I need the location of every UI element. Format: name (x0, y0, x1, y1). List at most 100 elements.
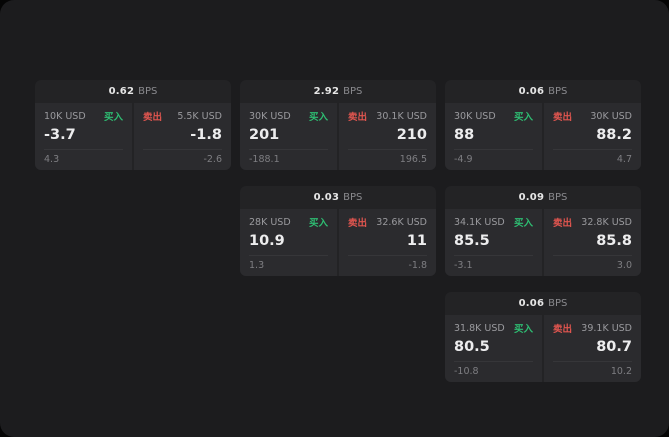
buy-sub-value: -3.1 (454, 255, 533, 272)
sell-top-row: 卖出 32.8K USD (553, 215, 632, 230)
spread-value: 0.06 (518, 298, 545, 309)
spread-value: 2.92 (313, 86, 340, 97)
quote-card: 0.62 BPS 10K USD 买入 -3.7 4.3 卖出 5.5K USD (35, 80, 231, 170)
sell-panel[interactable]: 卖出 32.8K USD 85.8 3.0 (544, 209, 641, 276)
buy-top-row: 30K USD 买入 (454, 109, 533, 124)
buy-top-row: 30K USD 买入 (249, 109, 328, 124)
spread-header: 0.62 BPS (35, 80, 231, 103)
buy-panel[interactable]: 30K USD 买入 88 -4.9 (445, 103, 542, 170)
buy-price: 201 (249, 127, 280, 143)
buy-price: 88 (454, 127, 475, 143)
buy-side-label: 买入 (103, 112, 123, 123)
buy-size-label: 10K USD (44, 110, 86, 122)
quote-card-body: 30K USD 买入 201 -188.1 卖出 30.1K USD 210 1… (240, 103, 436, 170)
sell-price: 11 (406, 233, 427, 249)
sell-top-row: 卖出 30.1K USD (348, 109, 427, 124)
spread-unit: BPS (138, 86, 158, 97)
sell-panel[interactable]: 卖出 5.5K USD -1.8 -2.6 (134, 103, 231, 170)
sell-sub-value: 3.0 (553, 255, 632, 272)
sell-size-label: 30K USD (590, 110, 632, 122)
quote-card: 0.09 BPS 34.1K USD 买入 85.5 -3.1 卖出 32.8K… (445, 186, 641, 276)
buy-size-label: 34.1K USD (454, 216, 505, 228)
sell-top-row: 卖出 30K USD (553, 109, 632, 124)
sell-top-row: 卖出 39.1K USD (553, 321, 632, 336)
buy-price: 80.5 (454, 339, 490, 355)
quote-card: 0.03 BPS 28K USD 买入 10.9 1.3 卖出 32.6K US… (240, 186, 436, 276)
sell-top-row: 卖出 5.5K USD (143, 109, 222, 124)
sell-size-label: 39.1K USD (581, 322, 632, 334)
spread-header: 2.92 BPS (240, 80, 436, 103)
sell-sub-value: 196.5 (348, 149, 427, 166)
spread-unit: BPS (548, 86, 568, 97)
quote-card-body: 31.8K USD 买入 80.5 -10.8 卖出 39.1K USD 80.… (445, 315, 641, 382)
spread-value: 0.03 (313, 192, 340, 203)
spread-header: 0.09 BPS (445, 186, 641, 209)
sell-sub-value: -2.6 (143, 149, 222, 166)
buy-size-label: 31.8K USD (454, 322, 505, 334)
buy-side-label: 买入 (308, 218, 328, 229)
sell-price: 210 (396, 127, 427, 143)
sell-sub-value: 4.7 (553, 149, 632, 166)
buy-top-row: 34.1K USD 买入 (454, 215, 533, 230)
sell-side-label: 卖出 (553, 218, 573, 229)
buy-panel[interactable]: 10K USD 买入 -3.7 4.3 (35, 103, 132, 170)
buy-panel[interactable]: 34.1K USD 买入 85.5 -3.1 (445, 209, 542, 276)
sell-panel[interactable]: 卖出 30.1K USD 210 196.5 (339, 103, 436, 170)
quote-card-body: 10K USD 买入 -3.7 4.3 卖出 5.5K USD -1.8 -2.… (35, 103, 231, 170)
quote-card-body: 30K USD 买入 88 -4.9 卖出 30K USD 88.2 4.7 (445, 103, 641, 170)
quote-card: 2.92 BPS 30K USD 买入 201 -188.1 卖出 30.1K … (240, 80, 436, 170)
sell-side-label: 卖出 (553, 112, 573, 123)
sell-size-label: 5.5K USD (177, 110, 222, 122)
sell-side-label: 卖出 (553, 324, 573, 335)
buy-sub-value: -4.9 (454, 149, 533, 166)
quote-cards-grid: 0.62 BPS 10K USD 买入 -3.7 4.3 卖出 5.5K USD (35, 80, 641, 382)
buy-top-row: 10K USD 买入 (44, 109, 123, 124)
buy-side-label: 买入 (513, 112, 533, 123)
sell-price: 85.8 (596, 233, 632, 249)
buy-size-label: 30K USD (454, 110, 496, 122)
buy-sub-value: 1.3 (249, 255, 328, 272)
spread-header: 0.06 BPS (445, 80, 641, 103)
sell-side-label: 卖出 (348, 218, 368, 229)
spread-value: 0.06 (518, 86, 545, 97)
spread-value: 0.62 (108, 86, 135, 97)
spread-unit: BPS (343, 86, 363, 97)
spread-unit: BPS (548, 192, 568, 203)
buy-sub-value: 4.3 (44, 149, 123, 166)
buy-size-label: 28K USD (249, 216, 291, 228)
buy-top-row: 28K USD 买入 (249, 215, 328, 230)
sell-price: 80.7 (596, 339, 632, 355)
sell-size-label: 32.8K USD (581, 216, 632, 228)
spread-header: 0.06 BPS (445, 292, 641, 315)
buy-price: 85.5 (454, 233, 490, 249)
spread-unit: BPS (548, 298, 568, 309)
quote-card: 0.06 BPS 31.8K USD 买入 80.5 -10.8 卖出 39.1… (445, 292, 641, 382)
buy-top-row: 31.8K USD 买入 (454, 321, 533, 336)
sell-panel[interactable]: 卖出 39.1K USD 80.7 10.2 (544, 315, 641, 382)
sell-price: -1.8 (190, 127, 222, 143)
quote-card: 0.06 BPS 30K USD 买入 88 -4.9 卖出 30K USD (445, 80, 641, 170)
sell-size-label: 30.1K USD (376, 110, 427, 122)
sell-side-label: 卖出 (348, 112, 368, 123)
quote-card-body: 34.1K USD 买入 85.5 -3.1 卖出 32.8K USD 85.8… (445, 209, 641, 276)
quote-card-body: 28K USD 买入 10.9 1.3 卖出 32.6K USD 11 -1.8 (240, 209, 436, 276)
buy-size-label: 30K USD (249, 110, 291, 122)
spread-header: 0.03 BPS (240, 186, 436, 209)
sell-side-label: 卖出 (143, 112, 163, 123)
buy-panel[interactable]: 30K USD 买入 201 -188.1 (240, 103, 337, 170)
buy-sub-value: -10.8 (454, 361, 533, 378)
buy-panel[interactable]: 28K USD 买入 10.9 1.3 (240, 209, 337, 276)
buy-price: -3.7 (44, 127, 76, 143)
sell-size-label: 32.6K USD (376, 216, 427, 228)
buy-side-label: 买入 (513, 218, 533, 229)
buy-panel[interactable]: 31.8K USD 买入 80.5 -10.8 (445, 315, 542, 382)
sell-price: 88.2 (596, 127, 632, 143)
sell-panel[interactable]: 卖出 30K USD 88.2 4.7 (544, 103, 641, 170)
buy-side-label: 买入 (513, 324, 533, 335)
buy-side-label: 买入 (308, 112, 328, 123)
sell-sub-value: 10.2 (553, 361, 632, 378)
buy-sub-value: -188.1 (249, 149, 328, 166)
sell-panel[interactable]: 卖出 32.6K USD 11 -1.8 (339, 209, 436, 276)
sell-top-row: 卖出 32.6K USD (348, 215, 427, 230)
